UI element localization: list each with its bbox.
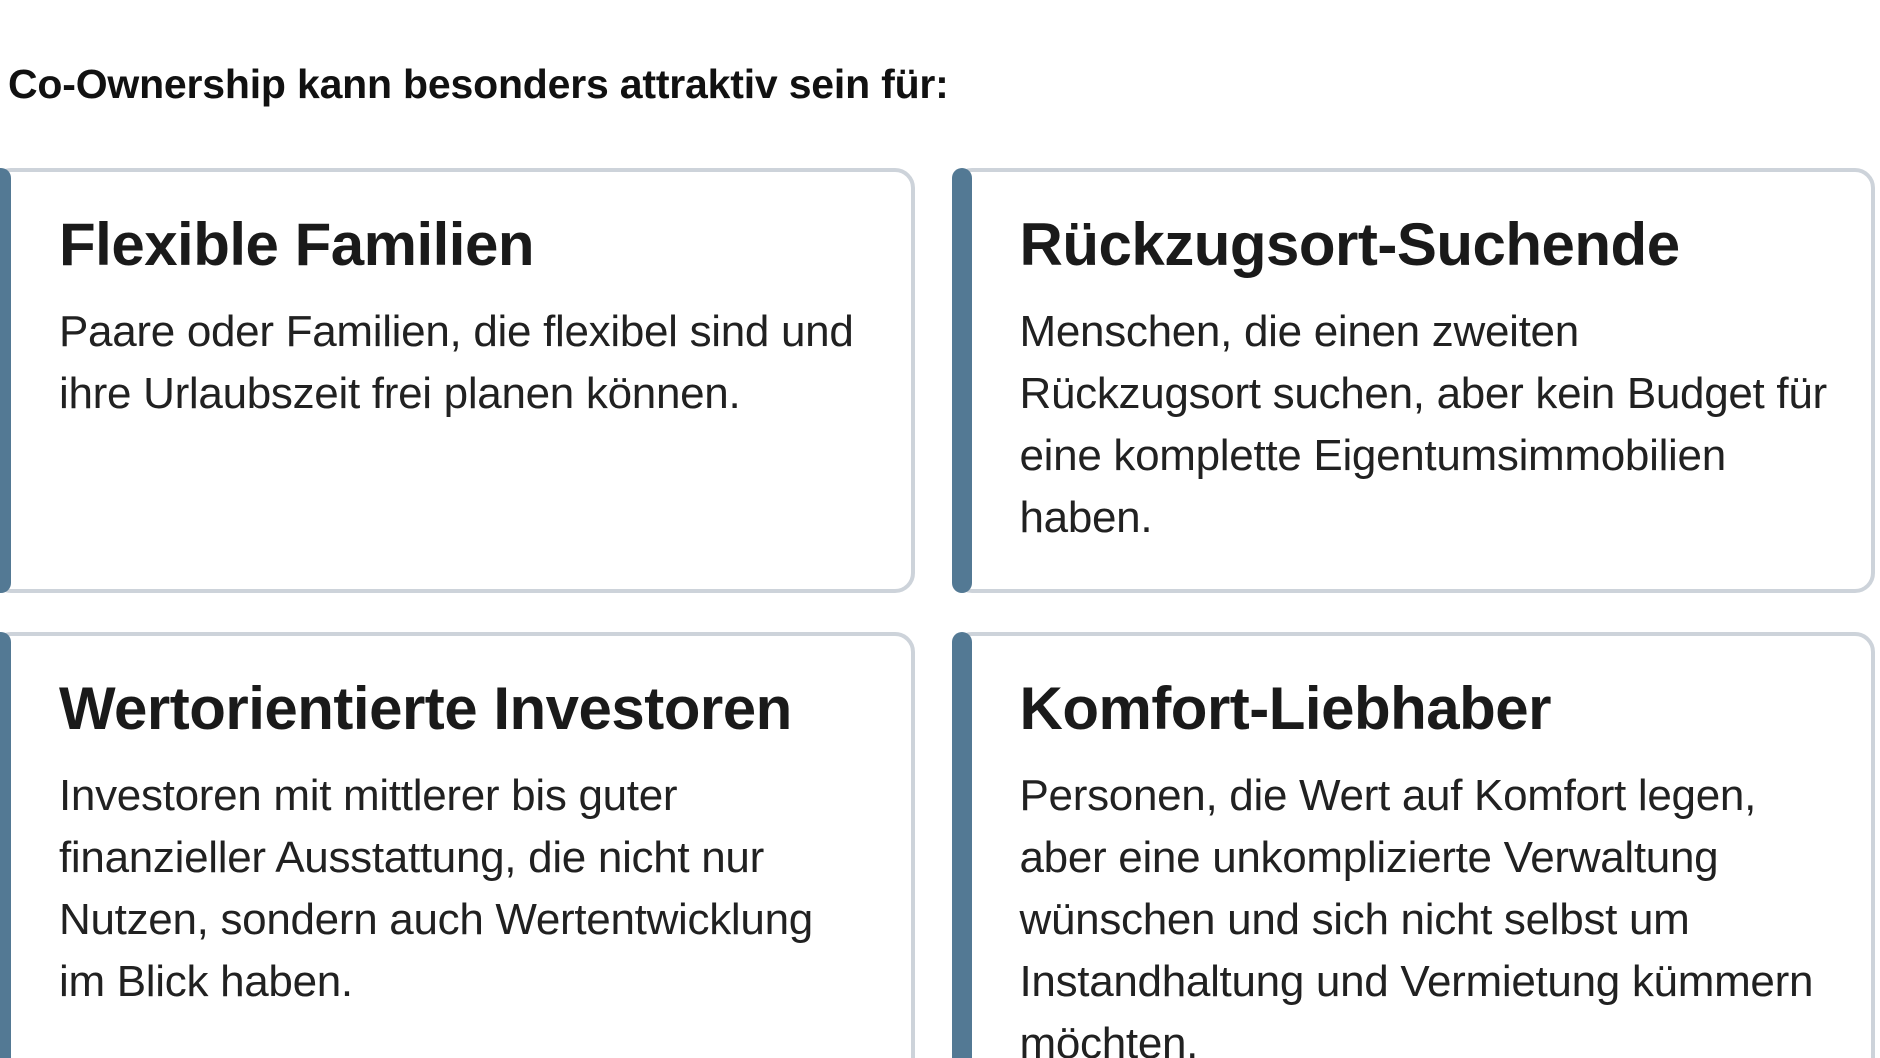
card-rueckzugsort-suchende: Rückzugsort-Suchende Menschen, die einen… <box>951 168 1875 593</box>
card-flexible-familien: Flexible Familien Paare oder Familien, d… <box>0 168 915 593</box>
card-komfort-liebhaber: Komfort-Liebhaber Personen, die Wert auf… <box>951 632 1875 1058</box>
card-title: Rückzugsort-Suchende <box>1019 211 1681 278</box>
card-body-text: Menschen, die einen zweiten Rückzugsort … <box>1019 307 1828 542</box>
card-accent-bar <box>0 168 11 593</box>
card-body-text: Investoren mit mittlerer bis guter finan… <box>59 771 813 1006</box>
audience-cards-grid: Flexible Familien Paare oder Familien, d… <box>0 168 1875 1058</box>
card-wertorientierte-investoren: Wertorientierte Investoren Investoren mi… <box>0 632 915 1058</box>
card-title: Wertorientierte Investoren <box>59 675 792 742</box>
card-body-text: Paare oder Familien, die flexibel sind u… <box>59 307 854 418</box>
card-accent-bar <box>951 168 972 593</box>
card-title: Flexible Familien <box>59 211 534 278</box>
card-body-text: Personen, die Wert auf Komfort legen, ab… <box>1019 771 1814 1058</box>
section-heading: Co-Ownership kann besonders attraktiv se… <box>8 61 949 107</box>
card-title: Komfort-Liebhaber <box>1019 675 1552 742</box>
card-accent-bar <box>0 632 11 1058</box>
card-accent-bar <box>951 632 972 1058</box>
